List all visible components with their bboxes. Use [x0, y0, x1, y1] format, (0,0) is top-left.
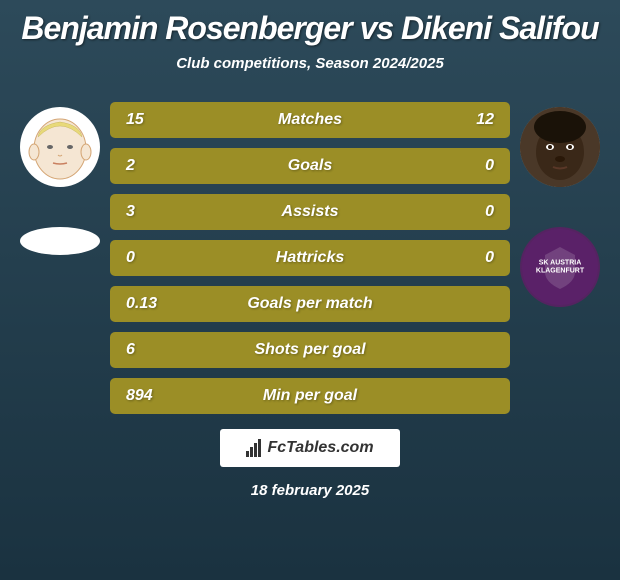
- player-photo-left: [20, 107, 100, 187]
- page-title: Benjamin Rosenberger vs Dikeni Salifou: [0, 0, 620, 47]
- stat-row: 2 Goals 0: [110, 148, 510, 184]
- stat-label: Matches: [278, 111, 342, 129]
- stat-label: Min per goal: [263, 387, 357, 405]
- stat-value-right: 0: [444, 203, 494, 221]
- club-logo-left: [20, 227, 100, 255]
- player-photo-right: [520, 107, 600, 187]
- stat-value-left: 3: [126, 203, 176, 221]
- stat-value-left: 0.13: [126, 295, 176, 313]
- stat-row: 15 Matches 12: [110, 102, 510, 138]
- stat-value-right: 0: [444, 249, 494, 267]
- stat-row: 3 Assists 0: [110, 194, 510, 230]
- stat-row: 6 Shots per goal: [110, 332, 510, 368]
- stat-value-left: 0: [126, 249, 176, 267]
- stat-row: 894 Min per goal: [110, 378, 510, 414]
- branding-logo-icon: [246, 439, 261, 457]
- stat-row: 0 Hattricks 0: [110, 240, 510, 276]
- stat-label: Hattricks: [276, 249, 344, 267]
- stat-label: Goals: [288, 157, 332, 175]
- club-logo-right-text: SK AUSTRIA KLAGENFURT: [536, 259, 584, 274]
- date-label: 18 february 2025: [0, 482, 620, 499]
- club-logo-right: SK AUSTRIA KLAGENFURT: [520, 227, 600, 307]
- stat-value-left: 2: [126, 157, 176, 175]
- stat-value-right: 12: [444, 111, 494, 129]
- branding-text: FcTables.com: [267, 439, 373, 457]
- stat-value-left: 15: [126, 111, 176, 129]
- stat-label: Shots per goal: [254, 341, 365, 359]
- stat-value-left: 894: [126, 387, 176, 405]
- stat-value-right: 0: [444, 157, 494, 175]
- subtitle: Club competitions, Season 2024/2025: [0, 55, 620, 72]
- comparison-container: SK AUSTRIA KLAGENFURT 15 Matches 12 2 Goals 0…: [0, 102, 620, 414]
- player-photo-right-inner: [520, 107, 600, 187]
- stat-row: 0.13 Goals per match: [110, 286, 510, 322]
- player-sketch-left: [20, 107, 100, 187]
- branding: FcTables.com: [220, 429, 400, 467]
- stat-label: Goals per match: [247, 295, 372, 313]
- stat-value-left: 6: [126, 341, 176, 359]
- stat-label: Assists: [282, 203, 339, 221]
